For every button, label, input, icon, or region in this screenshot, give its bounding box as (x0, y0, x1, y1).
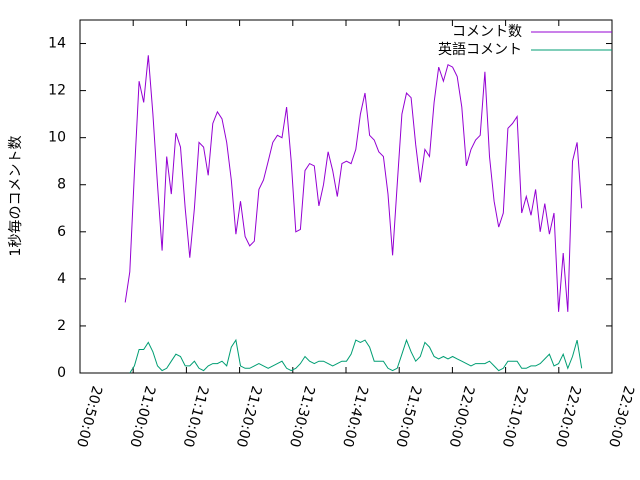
y-tick-label: 0 (57, 365, 66, 381)
y-tick-label: 6 (57, 224, 66, 240)
y-tick-label: 4 (57, 271, 66, 287)
data-line (124, 55, 583, 312)
plot-frame (79, 19, 613, 374)
x-tick-label: 22:10:00 (499, 384, 531, 449)
x-tick-label: 21:30:00 (286, 384, 318, 449)
x-tick-label: 21:00:00 (126, 384, 158, 449)
y-tick-label: 10 (48, 130, 66, 146)
x-tick-label: 21:50:00 (392, 384, 424, 449)
x-tick-label: 22:30:00 (605, 384, 637, 449)
y-axis-label: 1秒毎のコメント数 (8, 136, 24, 257)
x-tick-label: 21:20:00 (233, 384, 265, 449)
y-tick-label: 12 (48, 83, 66, 99)
y-tick-label: 2 (57, 318, 66, 334)
x-tick-label: 21:40:00 (339, 384, 371, 449)
legend-label: 英語コメント (438, 41, 522, 58)
data-line (129, 338, 583, 374)
y-tick-label: 8 (57, 177, 66, 193)
x-tick-label: 20:50:00 (73, 384, 105, 449)
x-tick-label: 22:20:00 (552, 384, 584, 449)
x-tick-label: 21:10:00 (179, 384, 211, 449)
y-tick-label: 14 (48, 36, 66, 52)
x-tick-label: 22:00:00 (445, 384, 477, 449)
legend-label: コメント数 (452, 24, 522, 40)
